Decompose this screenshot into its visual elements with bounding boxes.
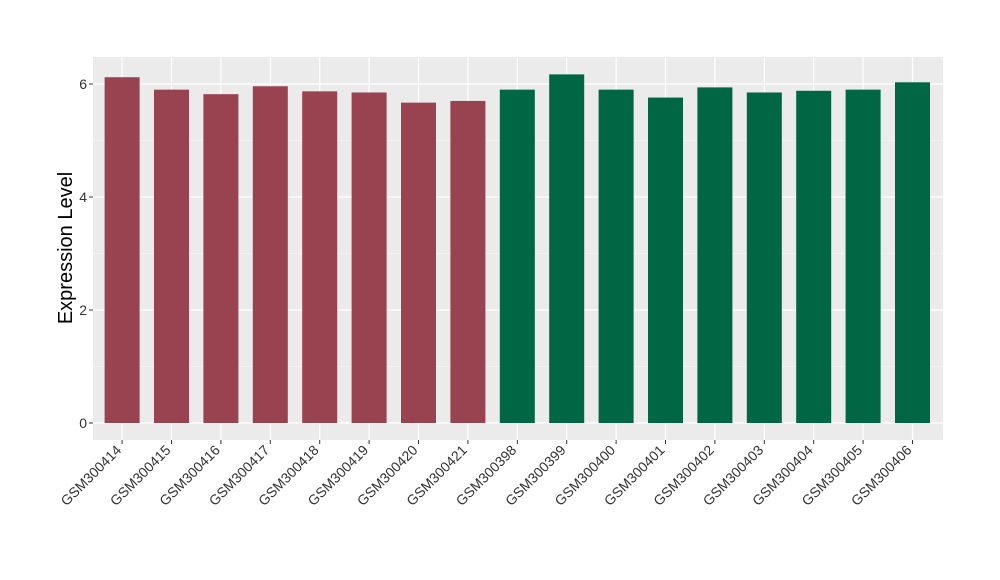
- y-tick-label: 0: [79, 415, 87, 431]
- y-axis-title: Expression Level: [55, 172, 77, 324]
- y-tick-label: 6: [79, 76, 87, 92]
- bar-GSM300415: [154, 89, 189, 424]
- y-tick-label: 4: [79, 189, 87, 205]
- bar-GSM300404: [796, 90, 832, 423]
- x-axis: GSM300414GSM300415GSM300416GSM300417GSM3…: [57, 440, 915, 509]
- bar-GSM300398: [499, 89, 535, 424]
- bar-GSM300421: [450, 100, 486, 423]
- bar-GSM300419: [351, 92, 387, 423]
- bar-GSM300418: [302, 91, 338, 423]
- bar-GSM300406: [895, 82, 930, 424]
- bar-GSM300399: [549, 74, 585, 424]
- bar-GSM300403: [746, 92, 782, 423]
- bars: [104, 74, 930, 424]
- y-tick-label: 2: [79, 302, 87, 318]
- y-axis: 0 2 4 6: [79, 76, 93, 431]
- bar-GSM300417: [252, 86, 288, 423]
- bar-GSM300414: [104, 77, 140, 423]
- bar-GSM300401: [648, 97, 683, 423]
- bar-GSM300420: [401, 102, 436, 424]
- bar-GSM300400: [598, 89, 634, 424]
- bar-GSM300405: [845, 89, 881, 424]
- bar-GSM300402: [697, 87, 733, 423]
- bar-GSM300416: [203, 94, 239, 424]
